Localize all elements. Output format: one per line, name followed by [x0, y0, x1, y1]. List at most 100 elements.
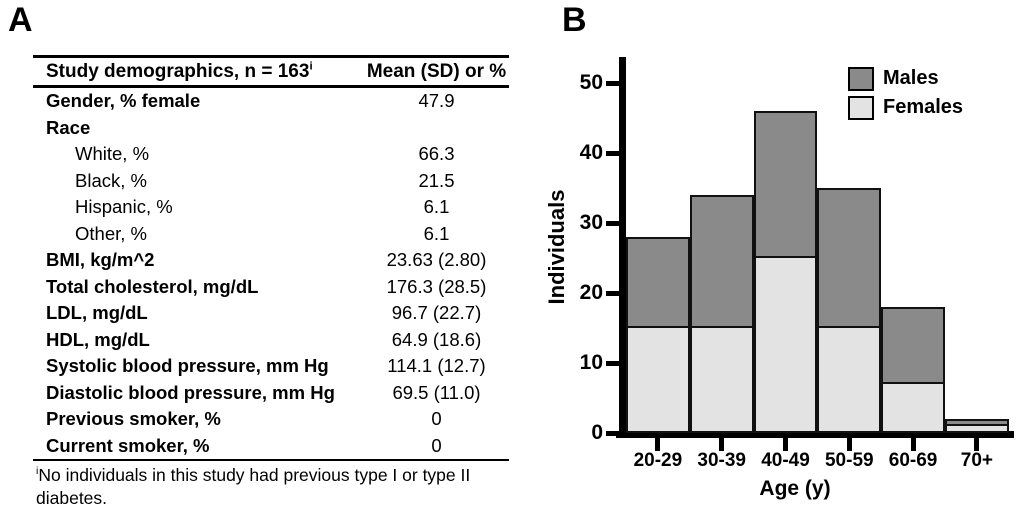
row-label: Previous smoker, % — [46, 408, 221, 430]
table-row-diastolic-bp: Diastolic blood pressure, mm Hg 69.5 (11… — [33, 380, 509, 407]
x-tick — [719, 438, 725, 451]
row-value: 69.5 (11.0) — [392, 381, 481, 403]
table-row-gender: Gender, % female 47.9 — [33, 88, 509, 115]
y-axis-line — [619, 57, 626, 437]
legend-label: Females — [883, 96, 964, 118]
table-row-black: Black, % 21.5 — [33, 168, 509, 195]
bar-40-49-males-segment — [753, 111, 818, 258]
row-value: 66.3 — [418, 143, 455, 165]
table-header-mean-sd: Mean (SD) or % — [366, 60, 507, 82]
table-row-systolic-bp: Systolic blood pressure, mm Hg 114.1 (12… — [33, 353, 509, 380]
row-label: HDL, mg/dL — [46, 328, 150, 350]
bar-30-39-females-segment — [689, 328, 754, 433]
table-header-row: Study demographics, n = 163i Mean (SD) o… — [33, 58, 509, 88]
table-header-title: Study demographics, n = 163 — [46, 60, 310, 82]
row-label: White, % — [75, 143, 150, 165]
y-tick — [606, 290, 619, 296]
row-value: 114.1 (12.7) — [387, 355, 486, 377]
bar-30-39-males-segment — [689, 195, 754, 328]
header-footnote-marker: i — [309, 60, 313, 73]
row-value: 64.9 (18.6) — [391, 328, 482, 350]
y-tick — [606, 80, 619, 86]
row-value: 23.63 (2.80) — [386, 249, 487, 271]
row-label: BMI, kg/m^2 — [46, 249, 155, 271]
x-axis-line — [616, 431, 1014, 438]
row-value: 6.1 — [423, 196, 450, 218]
x-tick-label: 50-59 — [824, 450, 874, 471]
x-tick — [974, 438, 980, 451]
legend-swatch-males-icon — [848, 66, 874, 91]
row-value: 21.5 — [418, 169, 455, 191]
demographics-table: Study demographics, n = 163i Mean (SD) o… — [33, 55, 509, 461]
x-tick-label: 60-69 — [888, 450, 938, 471]
y-tick — [606, 220, 619, 226]
table-header-demographics: Study demographics, n = 163i — [33, 60, 364, 83]
row-value: 0 — [431, 434, 442, 456]
row-value: 0 — [431, 408, 442, 430]
table-row-previous-smoker: Previous smoker, % 0 — [33, 406, 509, 433]
row-label: Race — [46, 116, 91, 138]
y-tick-label: 20 — [579, 281, 603, 304]
x-tick-label: 40-49 — [761, 450, 810, 471]
x-tick-label: 70+ — [960, 450, 993, 471]
row-label: LDL, mg/dL — [46, 302, 148, 324]
bar-60-69-males-segment — [881, 307, 945, 384]
table-row-current-smoker: Current smoker, % 0 — [33, 433, 509, 460]
x-axis-title: Age (y) — [759, 477, 831, 500]
legend-label: Males — [883, 67, 939, 89]
x-tick-label: 20-29 — [633, 450, 683, 471]
y-tick — [606, 150, 619, 156]
bar-20-29-females-segment — [626, 328, 690, 433]
x-tick — [846, 438, 852, 451]
chart-legend: Males Females — [848, 64, 963, 122]
bar-50-59-males-segment — [817, 188, 882, 328]
bar-20-29-males-segment — [626, 237, 690, 328]
footnote-marker: i — [36, 465, 39, 478]
table-row-bmi: BMI, kg/m^2 23.63 (2.80) — [33, 247, 509, 274]
footnote-text: No individuals in this study had previou… — [36, 465, 471, 508]
y-tick-label: 50 — [579, 71, 603, 94]
y-tick — [606, 430, 619, 436]
y-tick-label: 10 — [579, 351, 603, 374]
bar-60-69-females-segment — [881, 384, 945, 433]
row-value: 96.7 (22.7) — [391, 302, 482, 324]
legend-item-females: Females — [848, 93, 963, 122]
bar-70+-females-segment — [945, 426, 1009, 433]
row-label: Black, % — [75, 169, 147, 191]
row-label: Diastolic blood pressure, mm Hg — [46, 381, 335, 403]
row-label: Current smoker, % — [46, 434, 210, 456]
panel-b-label: B — [562, 1, 587, 39]
x-tick — [655, 438, 661, 451]
row-label: Total cholesterol, mg/dL — [46, 275, 259, 297]
table-row-race: Race — [33, 115, 509, 142]
row-label: Other, % — [75, 222, 147, 244]
y-tick-label: 0 — [591, 421, 603, 444]
bar-50-59-females-segment — [817, 328, 882, 433]
table-row-white: White, % 66.3 — [33, 141, 509, 168]
table-row-hispanic: Hispanic, % 6.1 — [33, 194, 509, 221]
panel-a-label: A — [8, 1, 33, 39]
row-label: Systolic blood pressure, mm Hg — [46, 355, 329, 377]
bar-40-49-females-segment — [753, 258, 818, 433]
row-value: 176.3 (28.5) — [386, 275, 487, 297]
table-row-ldl: LDL, mg/dL 96.7 (22.7) — [33, 300, 509, 327]
legend-swatch-females-icon — [848, 95, 874, 120]
y-tick — [606, 360, 619, 366]
legend-item-males: Males — [848, 64, 963, 93]
row-value: 47.9 — [418, 90, 455, 112]
row-label: Hispanic, % — [75, 196, 173, 218]
x-tick — [783, 438, 788, 451]
table-row-total-cholesterol: Total cholesterol, mg/dL 176.3 (28.5) — [33, 274, 509, 301]
row-label: Gender, % female — [46, 90, 201, 112]
bar-70+-males-segment — [945, 419, 1009, 426]
y-tick-label: 40 — [579, 141, 603, 164]
y-tick-label: 30 — [579, 211, 603, 234]
table-row-hdl: HDL, mg/dL 64.9 (18.6) — [33, 327, 509, 354]
row-value: 6.1 — [423, 222, 450, 244]
x-tick-label: 30-39 — [697, 450, 746, 471]
table-footnote: iNo individuals in this study had previo… — [36, 464, 516, 510]
x-tick — [910, 438, 916, 451]
table-row-other: Other, % 6.1 — [33, 221, 509, 248]
